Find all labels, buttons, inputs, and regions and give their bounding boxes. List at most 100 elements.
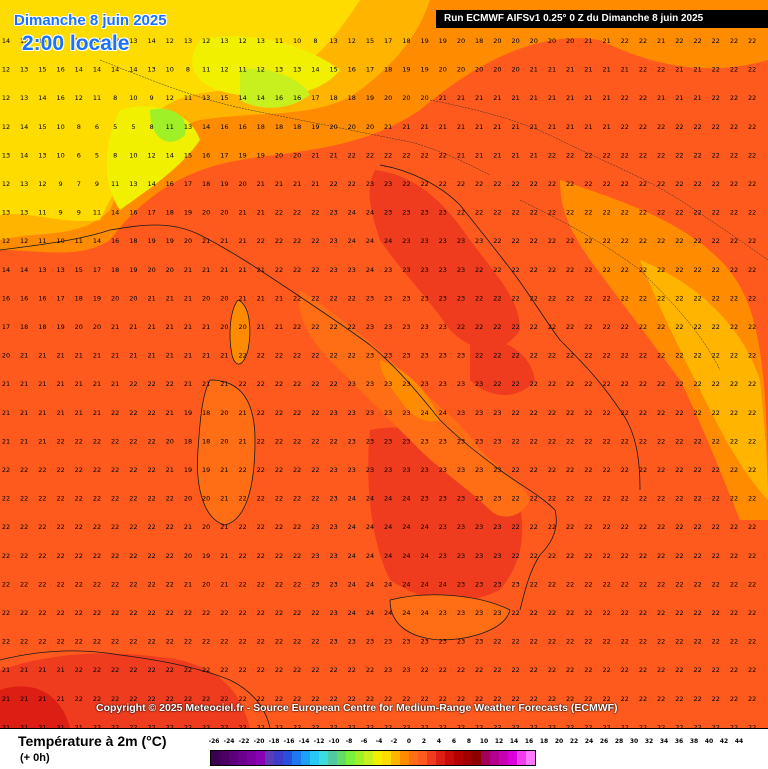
grid-temperature-value: 22 [730,523,738,531]
grid-temperature-value: 22 [566,695,574,703]
grid-temperature-value: 22 [93,580,101,588]
legend-tick-label: 6 [451,738,457,745]
grid-temperature-value: 13 [293,66,301,74]
grid-temperature-value: 22 [730,695,738,703]
grid-temperature-value: 19 [129,266,137,274]
grid-temperature-value: 10 [56,123,64,131]
run-info-banner: Run ECMWF AIFSv1 0.25° 0 Z du Dimanche 8… [436,10,768,28]
grid-temperature-value: 22 [275,552,283,560]
grid-temperature-value: 18 [348,94,356,102]
grid-temperature-value: 19 [220,180,228,188]
grid-temperature-value: 22 [293,723,301,728]
legend-tick-label: 40 [704,738,714,745]
grid-temperature-value: 22 [548,237,556,245]
grid-temperature-value: 19 [366,94,374,102]
forecast-date: Dimanche 8 juin 2025 [14,12,167,29]
grid-temperature-value: 22 [257,695,265,703]
grid-temperature-value: 13 [275,66,283,74]
grid-temperature-value: 22 [584,294,592,302]
grid-temperature-value: 23 [402,323,410,331]
grid-temperature-value: 23 [384,380,392,388]
grid-temperature-value: 11 [93,209,101,217]
grid-temperature-value: 22 [2,580,10,588]
legend-color-swatch [481,751,490,765]
grid-temperature-value: 21 [275,294,283,302]
grid-temperature-value: 23 [329,638,337,646]
grid-temperature-value: 22 [730,352,738,360]
grid-temperature-value: 23 [457,523,465,531]
grid-temperature-value: 24 [420,409,428,417]
grid-temperature-value: 18 [202,437,210,445]
grid-temperature-value: 12 [75,94,83,102]
grid-temperature-value: 22 [548,437,556,445]
grid-temperature-value: 21 [530,94,538,102]
grid-temperature-value: 14 [311,66,319,74]
grid-temperature-value: 22 [530,580,538,588]
grid-temperature-value: 22 [639,609,647,617]
grid-temperature-value: 13 [20,180,28,188]
grid-temperature-value: 22 [366,666,374,674]
legend-tick-label: -14 [298,738,310,745]
grid-temperature-value: 22 [748,495,756,503]
grid-temperature-value: 21 [275,323,283,331]
grid-temperature-value: 21 [56,666,64,674]
grid-temperature-value: 21 [202,237,210,245]
grid-temperature-value: 23 [493,495,501,503]
grid-temperature-value: 23 [439,209,447,217]
grid-temperature-value: 22 [38,638,46,646]
grid-temperature-value: 18 [402,37,410,45]
grid-temperature-value: 22 [348,323,356,331]
grid-temperature-value: 14 [93,37,101,45]
grid-temperature-value: 14 [147,37,155,45]
grid-temperature-value: 22 [238,695,246,703]
grid-temperature-value: 21 [566,66,574,74]
grid-temperature-value: 16 [348,66,356,74]
grid-temperature-value: 21 [93,409,101,417]
grid-temperature-value: 22 [712,409,720,417]
grid-temperature-value: 24 [384,495,392,503]
grid-temperature-value: 22 [566,209,574,217]
grid-temperature-value: 22 [493,209,501,217]
grid-temperature-value: 22 [457,209,465,217]
grid-temperature-value: 22 [475,294,483,302]
hottest-zone-south-west [0,686,70,728]
grid-temperature-value: 22 [93,495,101,503]
grid-temperature-value: 18 [475,37,483,45]
grid-temperature-value: 21 [75,723,83,728]
cold-zone-alps-1 [192,36,340,97]
corsica [230,300,250,365]
grid-temperature-value: 21 [220,495,228,503]
grid-temperature-value: 23 [493,523,501,531]
grid-temperature-value: 21 [111,323,119,331]
grid-temperature-value: 21 [93,380,101,388]
grid-temperature-value: 22 [238,352,246,360]
grid-temperature-value: 22 [493,294,501,302]
grid-temperature-value: 22 [257,723,265,728]
legend-color-swatch [517,751,526,765]
grid-temperature-value: 22 [530,495,538,503]
grid-temperature-value: 22 [657,237,665,245]
grid-temperature-value: 19 [202,552,210,560]
grid-temperature-value: 23 [439,552,447,560]
grid-temperature-value: 22 [511,409,519,417]
grid-temperature-value: 7 [77,180,81,188]
legend-color-swatch [211,751,220,765]
grid-temperature-value: 22 [730,609,738,617]
grid-temperature-value: 23 [457,294,465,302]
grid-temperature-value: 14 [111,209,119,217]
grid-temperature-value: 22 [621,180,629,188]
grid-temperature-value: 20 [147,266,155,274]
grid-temperature-value: 22 [712,123,720,131]
grid-temperature-value: 14 [2,37,10,45]
grid-temperature-value: 22 [439,180,447,188]
grid-temperature-value: 22 [20,638,28,646]
grid-temperature-value: 23 [439,266,447,274]
grid-temperature-value: 22 [311,294,319,302]
grid-temperature-value: 21 [257,294,265,302]
grid-temperature-value: 22 [639,94,647,102]
grid-temperature-value: 22 [675,580,683,588]
grid-temperature-value: 22 [639,666,647,674]
grid-temperature-value: 20 [238,323,246,331]
legend-tick-label: 18 [539,738,549,745]
legend-color-swatch [400,751,409,765]
